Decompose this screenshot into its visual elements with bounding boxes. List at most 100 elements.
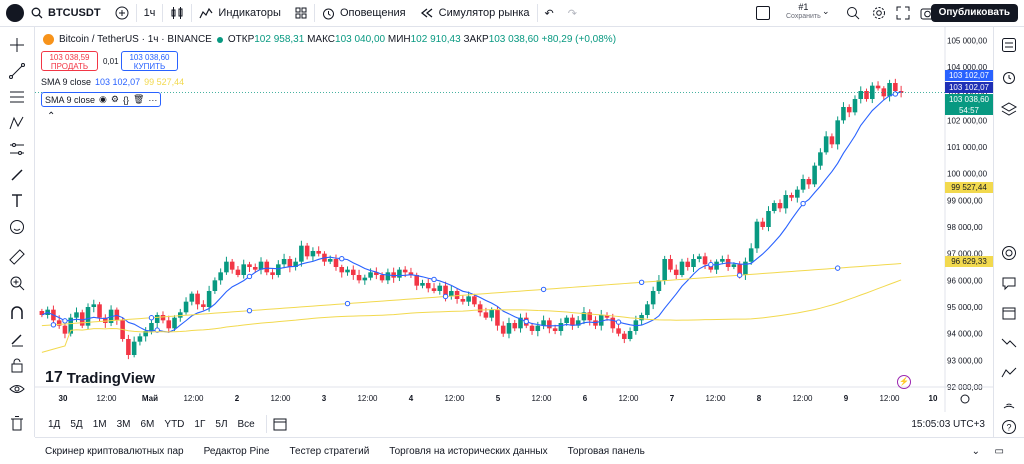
symbol-search[interactable]: BTCUSDT	[24, 0, 108, 26]
axis-settings-icon[interactable]	[960, 394, 970, 404]
candle-body	[685, 261, 691, 267]
forecast-icon[interactable]	[9, 141, 25, 157]
watchlist-icon[interactable]	[1001, 37, 1017, 53]
time-tick-17: 12:00	[792, 394, 813, 403]
timeframe-6[interactable]: 1Г	[194, 418, 206, 430]
redo-button[interactable]: ↷	[561, 0, 584, 26]
time-tick-13: 12:00	[618, 394, 639, 403]
text-icon[interactable]	[9, 193, 25, 209]
eye-icon[interactable]	[9, 381, 25, 397]
chart-type-button[interactable]	[163, 0, 191, 26]
quick-search-icon[interactable]	[846, 6, 860, 20]
candle-body	[183, 301, 189, 313]
buy-button[interactable]: 103 038,60 КУПИТЬ	[121, 51, 178, 71]
panel-tab-4[interactable]: Торговая панель	[567, 445, 645, 457]
sma-value-fast: 103 102,07	[95, 77, 141, 87]
magnet-icon[interactable]	[9, 305, 25, 321]
collapse-icon[interactable]: ⌃	[47, 111, 56, 122]
timeframe-7[interactable]: 5Л	[215, 418, 228, 430]
sell-button[interactable]: 103 038,59 ПРОДАТЬ	[41, 51, 98, 71]
layout-save-label: Сохранить	[786, 13, 821, 20]
undo-button[interactable]: ↶	[538, 0, 561, 26]
brush-icon[interactable]	[9, 167, 25, 183]
fib-retracement-icon[interactable]	[9, 89, 25, 105]
price-tick-0: 105 000,00	[947, 36, 988, 45]
indicators-button[interactable]: Индикаторы	[192, 0, 288, 26]
smiley-icon[interactable]	[9, 219, 25, 235]
sma-legend-1[interactable]: SMA 9 close 103 102,07 99 527,44	[41, 77, 184, 87]
layers-icon[interactable]	[1001, 101, 1017, 117]
maximize-icon[interactable]: ▭	[994, 445, 1004, 457]
close-value: 103 038,60	[488, 34, 539, 45]
delete-icon[interactable]: 🗑	[132, 94, 145, 104]
flash-icon[interactable]: ⚡	[897, 375, 911, 389]
timeframe-3[interactable]: 3М	[116, 418, 131, 430]
candle-body	[97, 304, 102, 318]
candle-body	[149, 323, 154, 331]
alerts-button[interactable]: Оповещения	[315, 0, 413, 26]
calendar-icon[interactable]	[1001, 305, 1017, 321]
fullscreen-icon[interactable]	[896, 6, 910, 20]
go-to-date-icon[interactable]	[273, 417, 287, 431]
panel-tab-2[interactable]: Тестер стратегий	[289, 445, 370, 457]
chat-icon[interactable]	[1001, 275, 1017, 291]
timeframe-5[interactable]: YTD	[164, 418, 185, 430]
candle-body	[656, 280, 662, 291]
panel-tab-3[interactable]: Торговля на исторических данных	[389, 445, 548, 457]
compare-button[interactable]	[108, 0, 136, 26]
panel-tab-0[interactable]: Скринер криптовалютных пар	[45, 445, 184, 457]
timeframe-2[interactable]: 1М	[92, 418, 107, 430]
panel-tabs: Скринер криптовалютных пар Редактор Pine Т…	[35, 446, 655, 457]
timeframe-4[interactable]: 6М	[140, 418, 155, 430]
templates-button[interactable]	[288, 0, 314, 26]
trash-icon[interactable]	[9, 415, 25, 431]
eye-icon[interactable]: ◉	[99, 94, 107, 104]
pencil-lock-icon[interactable]	[9, 331, 25, 347]
redo-icon: ↷	[567, 7, 577, 20]
signal-icon[interactable]	[1001, 395, 1017, 411]
settings-icon[interactable]: ⚙	[110, 94, 119, 104]
trend-line-icon[interactable]	[9, 63, 25, 79]
time-tick-18: 9	[844, 394, 849, 403]
candle-body	[477, 304, 483, 313]
help-icon[interactable]: ?	[1001, 419, 1017, 435]
ideas-icon[interactable]	[1001, 335, 1017, 351]
candle-body	[327, 259, 333, 262]
source-code-icon[interactable]: {}	[122, 94, 129, 105]
clock[interactable]: 15:05:03 UTC+3	[911, 418, 985, 430]
gear-icon[interactable]	[872, 6, 886, 20]
pattern-icon[interactable]	[9, 115, 25, 131]
timeframe-0[interactable]: 1Д	[48, 418, 61, 430]
more-icon[interactable]: ···	[148, 94, 158, 105]
layout-save-button[interactable]: #1 Сохранить	[786, 2, 821, 22]
lock-icon[interactable]	[9, 357, 25, 373]
candle-body	[616, 328, 621, 334]
interval-button[interactable]: 1ч	[137, 0, 163, 26]
candle-body	[622, 333, 627, 339]
timeframe-8[interactable]: Все	[237, 418, 255, 430]
crosshair-icon[interactable]	[9, 37, 25, 53]
avatar[interactable]	[6, 4, 24, 22]
divider	[536, 4, 538, 22]
candle-body	[846, 107, 852, 113]
layout-select-icon[interactable]	[756, 6, 770, 20]
time-tick-3: 12:00	[183, 394, 204, 403]
replay-button[interactable]: Симулятор рынка	[413, 0, 537, 26]
zoom-in-icon[interactable]	[9, 275, 25, 291]
timeframe-1[interactable]: 5Д	[70, 418, 83, 430]
chevron-down-icon[interactable]: ⌄	[822, 6, 830, 16]
chevron-down-icon[interactable]: ⌄	[971, 445, 980, 457]
sma-marker	[154, 327, 160, 333]
publish-button[interactable]: Опубликовать	[930, 4, 1018, 22]
panel-tab-1[interactable]: Редактор Pine	[203, 445, 270, 457]
alarm-icon[interactable]	[1001, 69, 1017, 85]
ruler-icon[interactable]	[9, 249, 25, 265]
layout-name: #1	[798, 2, 809, 12]
candle-body	[858, 91, 864, 99]
target-icon[interactable]	[1001, 245, 1017, 261]
sma-slow-marker	[736, 272, 743, 278]
sma-legend-2[interactable]: SMA 9 close ◉ ⚙ {} 🗑 ···	[41, 92, 162, 107]
streams-icon[interactable]	[1001, 365, 1017, 381]
